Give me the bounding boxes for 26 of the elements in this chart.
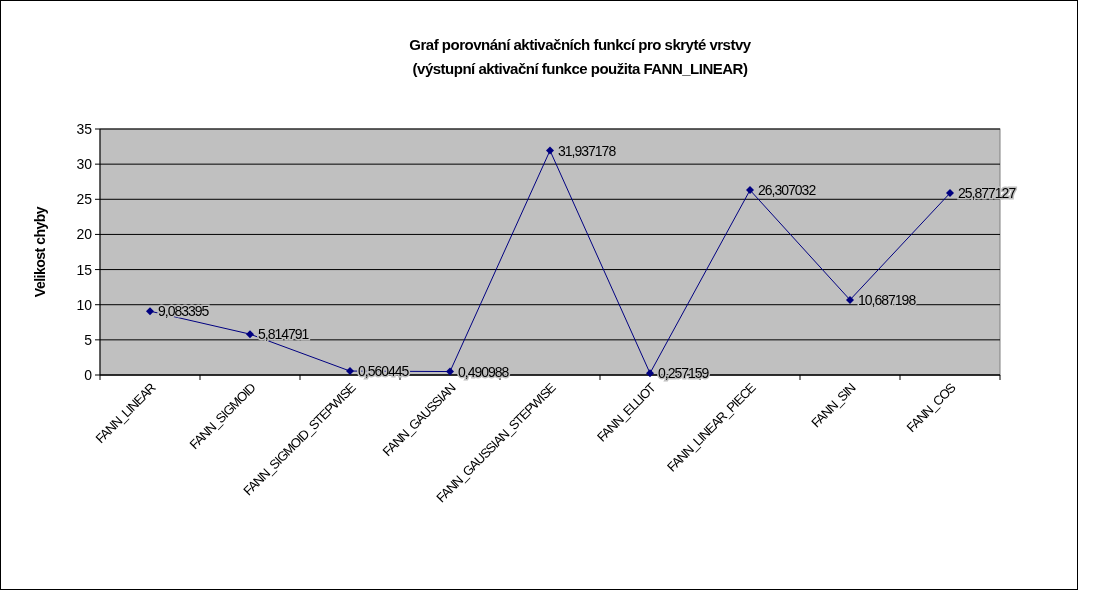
y-tick-label: 35 [76, 121, 93, 137]
y-tick-label: 15 [76, 261, 93, 278]
point [746, 186, 754, 195]
data-label: 25,877127 [958, 185, 1017, 202]
data-label: 31,937178 [558, 142, 617, 159]
point [646, 369, 654, 378]
point [846, 295, 854, 304]
y-tick-label: 25 [76, 191, 93, 208]
point [446, 367, 454, 376]
y-tick-label: 10 [76, 296, 93, 313]
y-tick-label: 5 [84, 331, 93, 348]
point [546, 146, 554, 155]
y-tick-label: 30 [76, 156, 93, 173]
y-tick-label: 0 [84, 367, 93, 383]
y-tick-label: 20 [76, 226, 93, 243]
point [346, 367, 354, 376]
y-axis-title: Velikost chyby [32, 206, 48, 298]
point [246, 330, 254, 339]
chart-title: Graf porovnání aktivačních funkcí pro skryté vrstvy [409, 36, 752, 53]
data-label: 26,307032 [758, 182, 817, 199]
data-label: 9,083395 [158, 303, 210, 320]
point [146, 307, 154, 316]
data-label: 5,814791 [258, 326, 310, 343]
point [946, 189, 954, 198]
data-label: 10,687198 [858, 291, 917, 308]
chart-subtitle: (výstupní aktivační funkce použita FANN_LINEAR) [412, 60, 748, 77]
